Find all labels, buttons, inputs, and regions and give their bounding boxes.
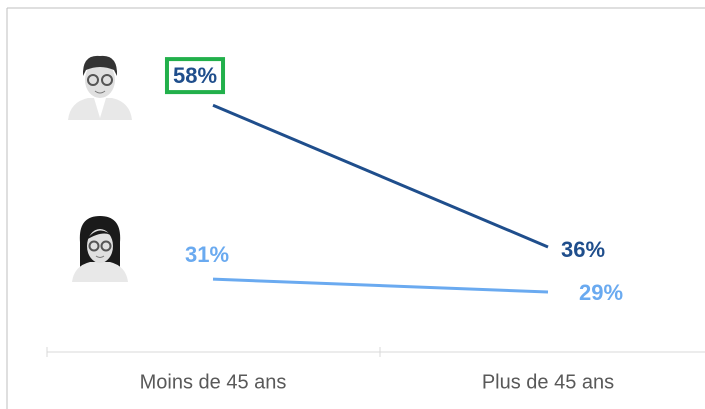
data-label: 29% — [579, 280, 623, 305]
series-line — [212, 103, 549, 249]
x-tick-label: Plus de 45 ans — [482, 371, 614, 393]
data-label: 58% — [173, 63, 217, 88]
data-label: 31% — [185, 242, 229, 267]
x-tick-label: Moins de 45 ans — [140, 371, 287, 393]
highlight-box — [164, 57, 226, 95]
male-icon — [68, 55, 132, 120]
female-icon — [72, 216, 128, 282]
data-label: 36% — [561, 237, 605, 262]
series-line — [212, 277, 549, 294]
